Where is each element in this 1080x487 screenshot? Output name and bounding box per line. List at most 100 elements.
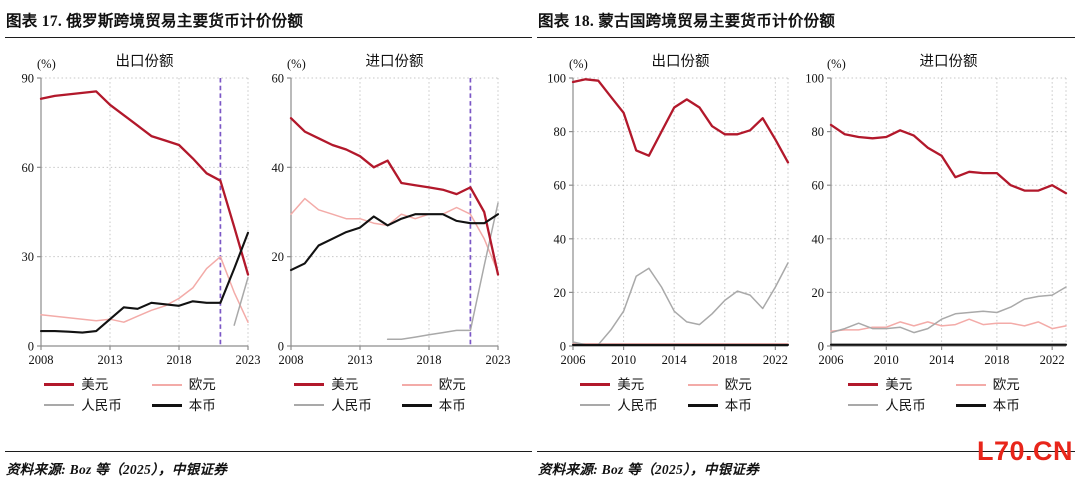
y-tick-label: 60 [272, 72, 285, 86]
figure-18-source: 资料来源: Boz 等（2025），中银证券 [538, 462, 760, 477]
figure-18-title: 图表 18. 蒙古国跨境贸易主要货币计价份额 [537, 0, 1075, 38]
legend-label-loc: 本币 [438, 397, 466, 413]
legend-swatch-usd [848, 383, 879, 387]
legend-label-loc: 本币 [724, 397, 752, 413]
legend-item-rmb: 人民币 [44, 397, 122, 413]
x-tick-label: 2023 [236, 353, 261, 367]
legend-swatch-loc [151, 403, 182, 407]
legend-label-loc: 本币 [188, 397, 216, 413]
legend-item-rmb: 人民币 [580, 397, 658, 413]
x-tick-label: 2022 [763, 353, 788, 367]
x-tick-label: 2013 [348, 353, 373, 367]
figure-17-source: 资料来源: Boz 等（2025），中银证券 [6, 462, 228, 477]
legend-label-usd: 美元 [617, 377, 645, 392]
legend-swatch-loc [687, 403, 718, 407]
legend-label-rmb: 人民币 [331, 397, 372, 413]
x-tick-label: 2006 [561, 353, 586, 367]
x-tick-label: 2018 [984, 353, 1009, 367]
x-tick-label: 2010 [611, 353, 636, 367]
legend-item-eur: 欧元 [151, 377, 216, 392]
series-rmb [233, 276, 249, 326]
legend-label-rmb: 人民币 [81, 397, 122, 413]
figure-17-charts: 0 30 60 90 2008 2013 2018 2023 (%) 出口份额 美元 欧元 人民币 本币… [5, 52, 532, 412]
legend-label-usd: 美元 [331, 377, 359, 392]
legend-item-loc: 本币 [955, 397, 1020, 413]
y-tick-label: 80 [812, 125, 825, 139]
series-eur [290, 197, 499, 274]
x-tick-label: 2008 [279, 353, 304, 367]
legend-swatch-usd [580, 383, 611, 387]
figure-17: 图表 17. 俄罗斯跨境贸易主要货币计价份额 0 30 60 90 2008 2013 20… [0, 0, 532, 487]
y-tick-label: 100 [547, 72, 566, 86]
legend-russia-export: 美元 欧元人民币 本币 [5, 378, 255, 412]
chart-block-mongolia-export: 0 20 40 60 80 100 2006 2010 2014 2018 2022 (%) 出口份额 … [537, 52, 795, 412]
y-tick-label: 20 [272, 250, 285, 264]
legend-item-loc: 本币 [401, 397, 466, 413]
y-tick-label: 40 [812, 232, 825, 246]
figure-18-charts: 0 20 40 60 80 100 2006 2010 2014 2018 2022 (%) 出口份额 … [537, 52, 1075, 412]
legend-label-eur: 欧元 [724, 377, 752, 392]
x-tick-label: 2013 [98, 353, 123, 367]
chart-subtitle: 进口份额 [366, 53, 424, 70]
chart-block-russia-export: 0 30 60 90 2008 2013 2018 2023 (%) 出口份额 美元 欧元 人民币 本币 [5, 52, 261, 412]
legend-item-eur: 欧元 [687, 377, 752, 392]
legend-item-usd: 美元 [44, 378, 122, 392]
y-tick-label: 40 [272, 161, 285, 175]
watermark: L70.CN [976, 436, 1073, 466]
y-tick-label: 90 [22, 72, 35, 86]
legend-item-usd: 美元 [294, 378, 372, 392]
legend-swatch-usd [44, 383, 75, 387]
series-usd [39, 90, 250, 276]
legend-label-eur: 欧元 [188, 377, 216, 392]
y-tick-label: 60 [812, 179, 825, 193]
series-usd [571, 78, 790, 164]
series-usd [829, 123, 1068, 195]
y-tick-label: 100 [805, 72, 824, 86]
axis-unit-label: (%) [569, 57, 588, 71]
legend-label-rmb: 人民币 [617, 397, 658, 413]
legend-label-eur: 欧元 [992, 377, 1020, 392]
legend-label-rmb: 人民币 [885, 397, 926, 413]
x-tick-label: 2008 [29, 353, 54, 367]
y-tick-label: 20 [554, 286, 567, 300]
legend-item-rmb: 人民币 [294, 397, 372, 413]
y-tick-label: 20 [812, 286, 825, 300]
series-loc [39, 231, 250, 334]
figure-18-footer: 资料来源: Boz 等（2025），中银证券 L70.CN [537, 438, 1075, 487]
legend-item-eur: 欧元 [955, 377, 1020, 392]
chart-block-mongolia-import: 0 20 40 60 80 100 2006 2010 2014 2018 2022 (%) 进口份额 … [795, 52, 1073, 412]
series-eur [40, 255, 249, 323]
y-tick-label: 0 [28, 340, 34, 354]
legend-swatch-rmb [848, 404, 879, 407]
x-tick-label: 2023 [486, 353, 511, 367]
x-tick-label: 2014 [929, 353, 955, 367]
legend-swatch-loc [955, 403, 986, 407]
y-tick-label: 0 [560, 340, 566, 354]
y-tick-label: 60 [22, 161, 35, 175]
chart-mongolia-export: 0 20 40 60 80 100 2006 2010 2014 2018 2022 (%) 出口份额 [547, 53, 790, 367]
legend-label-loc: 本币 [992, 397, 1020, 413]
legend-swatch-rmb [44, 404, 75, 407]
legend-item-rmb: 人民币 [848, 397, 926, 413]
x-tick-label: 2022 [1040, 353, 1065, 367]
figure-18: 图表 18. 蒙古国跨境贸易主要货币计价份额 0 20 40 60 80 100 2006 2… [532, 0, 1075, 487]
y-tick-label: 40 [554, 232, 567, 246]
x-tick-label: 2006 [819, 353, 844, 367]
chart-subtitle: 进口份额 [920, 53, 978, 70]
series-rmb [386, 202, 499, 341]
axis-unit-label: (%) [287, 57, 306, 71]
x-tick-label: 2010 [874, 353, 899, 367]
y-tick-label: 0 [818, 340, 824, 354]
x-tick-label: 2018 [417, 353, 442, 367]
legend-item-loc: 本币 [151, 397, 216, 413]
y-tick-label: 60 [554, 179, 567, 193]
series-usd [289, 117, 500, 276]
chart-mongolia-import: 0 20 40 60 80 100 2006 2010 2014 2018 2022 (%) 进口份额 [805, 53, 1068, 367]
series-rmb [830, 286, 1067, 334]
legend-item-loc: 本币 [687, 397, 752, 413]
y-tick-label: 0 [278, 340, 284, 354]
chart-subtitle: 出口份额 [652, 53, 710, 70]
legend-swatch-usd [294, 383, 325, 387]
legend-label-usd: 美元 [885, 377, 913, 392]
chart-russia-export: 0 30 60 90 2008 2013 2018 2023 (%) 出口份额 [22, 53, 261, 367]
